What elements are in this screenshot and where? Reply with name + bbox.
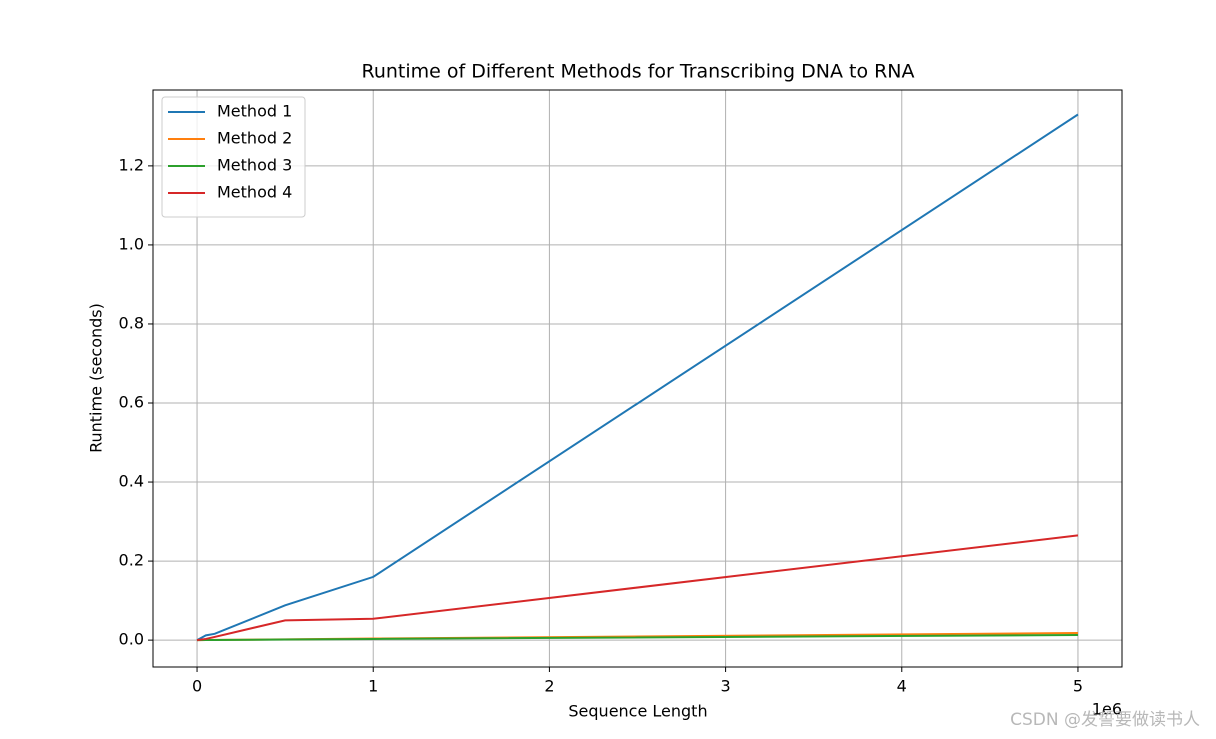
legend-label: Method 1	[217, 102, 292, 121]
x-tick-label: 0	[192, 677, 202, 696]
chart-title: Runtime of Different Methods for Transcr…	[361, 61, 914, 83]
y-tick-label: 0.0	[119, 630, 144, 649]
y-axis-label: Runtime (seconds)	[87, 303, 106, 453]
legend-label: Method 2	[217, 129, 292, 148]
y-tick-label: 0.4	[119, 472, 144, 491]
watermark: CSDN @发誓要做读书人	[1010, 710, 1200, 730]
series-line	[196, 113, 1079, 642]
y-tick-label: 0.8	[119, 313, 144, 332]
legend: Method 1 Method 2 Method 3 Method 4	[161, 96, 306, 218]
x-offset-label: 1e6	[1092, 700, 1122, 719]
plot-frame	[152, 89, 1123, 668]
legend-label: Method 4	[217, 183, 292, 202]
legend-label: Method 3	[217, 156, 292, 175]
series-line	[196, 534, 1079, 642]
y-tick-label: 0.2	[119, 551, 144, 570]
y-tick-label: 1.0	[119, 234, 144, 253]
x-tick-label: 2	[544, 677, 554, 696]
x-tick-label: 5	[1073, 677, 1083, 696]
y-tick-label: 0.6	[119, 393, 144, 412]
x-tick-label: 3	[720, 677, 730, 696]
x-axis-label: Sequence Length	[568, 702, 707, 721]
x-tick-label: 1	[368, 677, 378, 696]
x-tick-label: 4	[897, 677, 907, 696]
y-tick-label: 1.2	[119, 155, 144, 174]
legend-box	[161, 96, 306, 218]
